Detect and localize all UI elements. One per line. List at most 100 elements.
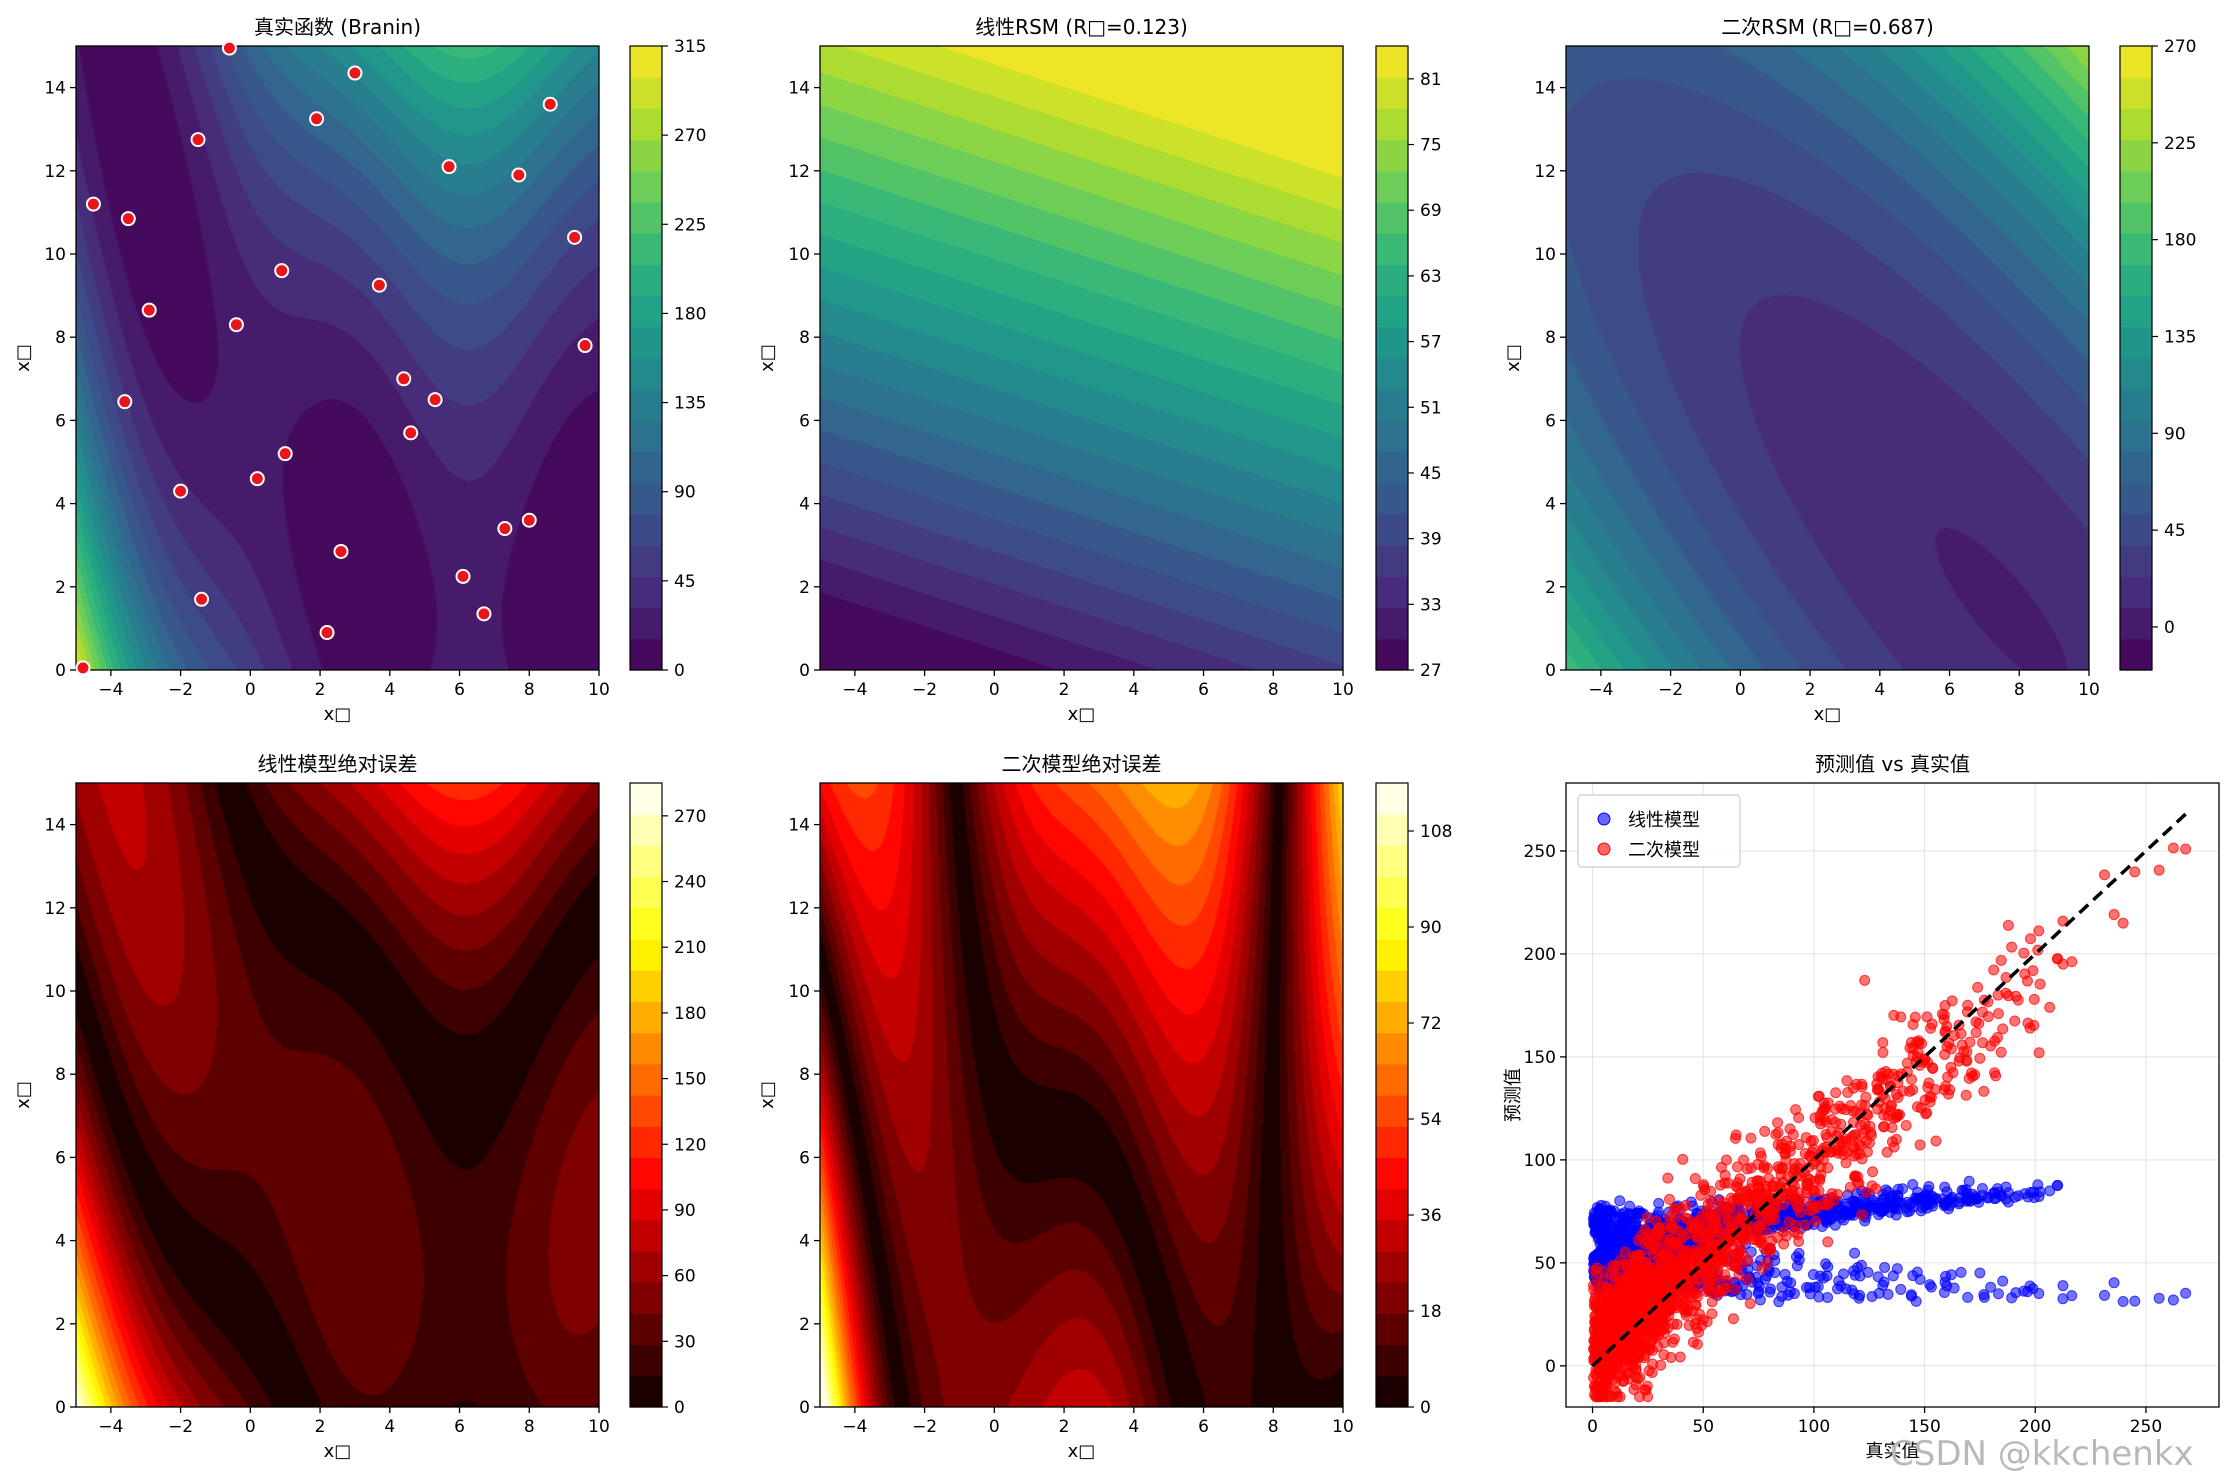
linear-model-point bbox=[1865, 1199, 1877, 1211]
quadratic-model-point bbox=[1881, 1146, 1893, 1158]
quadratic-model-point bbox=[1603, 1308, 1615, 1320]
linear-model-point bbox=[1849, 1247, 1861, 1259]
quadratic-model-point bbox=[1727, 1313, 1739, 1325]
quadratic-model-point bbox=[2018, 947, 2030, 959]
colorbar-tick-label: 270 bbox=[2164, 37, 2196, 57]
y-tick-label: 12 bbox=[44, 162, 66, 182]
linear-model-point bbox=[2057, 1293, 2069, 1305]
x-tick-label: 0 bbox=[245, 680, 256, 700]
chart-title: 线性模型绝对误差 bbox=[258, 752, 418, 776]
quadratic-model-point bbox=[1745, 1162, 1757, 1174]
colorbar-level bbox=[2120, 202, 2152, 234]
y-tick-label: 0 bbox=[799, 661, 810, 681]
linear-model-point bbox=[2000, 1181, 2012, 1193]
plot-frame bbox=[1565, 45, 2090, 671]
x-tick-label: −2 bbox=[168, 680, 193, 700]
linear-model-point bbox=[1960, 1184, 1972, 1196]
quadratic-model-point bbox=[1819, 1114, 1831, 1126]
quadratic-model-point bbox=[1786, 1189, 1798, 1201]
colorbar-frame bbox=[1375, 45, 1409, 671]
y-tick-label: 100 bbox=[1524, 1151, 1556, 1171]
quadratic-model-point bbox=[1644, 1296, 1656, 1308]
quadratic-model-point bbox=[1997, 1023, 2009, 1035]
quadratic-model-point bbox=[1995, 1046, 2007, 1058]
colorbar-level bbox=[630, 202, 662, 234]
quadratic-model-point bbox=[1794, 1207, 1806, 1219]
x-tick-label: 8 bbox=[524, 680, 535, 700]
quadratic-model-point bbox=[1770, 1128, 1782, 1140]
quadratic-model-point bbox=[1630, 1307, 1642, 1319]
colorbar-level bbox=[1376, 845, 1408, 878]
colorbar-tick-label: 90 bbox=[1420, 918, 1442, 938]
quadratic-model-point bbox=[1886, 1136, 1898, 1148]
quadratic-model-point bbox=[1865, 1126, 1877, 1138]
quadratic-model-point bbox=[2012, 994, 2024, 1006]
quadratic-model-point bbox=[1830, 1087, 1842, 1099]
colorbar-level bbox=[630, 482, 662, 515]
quadratic-model-point bbox=[1921, 1107, 1933, 1119]
quadratic-model-point bbox=[1705, 1185, 1717, 1197]
sample-point bbox=[396, 371, 412, 387]
colorbar-level bbox=[630, 1095, 662, 1127]
y-tick-label: 2 bbox=[55, 578, 66, 598]
quadratic-model-point bbox=[1978, 1085, 1990, 1097]
colorbar-level bbox=[1376, 420, 1408, 453]
y-tick-label: 50 bbox=[1534, 1254, 1556, 1274]
quadratic-model-point bbox=[1601, 1391, 1613, 1403]
quadratic-model-point bbox=[1750, 1230, 1762, 1242]
linear-model-point bbox=[1974, 1267, 1986, 1279]
quadratic-model-point bbox=[1630, 1379, 1642, 1391]
colorbar-level bbox=[2120, 139, 2152, 172]
colorbar-level bbox=[630, 1032, 662, 1065]
linear-model-point bbox=[1978, 1291, 1990, 1303]
colorbar-level bbox=[630, 233, 662, 265]
linear-model-point bbox=[2044, 1185, 2056, 1197]
colorbar-tick-label: 39 bbox=[1420, 530, 1442, 550]
quadratic-model-point bbox=[1715, 1285, 1727, 1297]
quadratic-model-point bbox=[1658, 1337, 1670, 1349]
watermark: CSDN @kkchenkx bbox=[1890, 1434, 2194, 1474]
colorbar-level bbox=[1376, 1126, 1408, 1158]
x-axis-label: x□ bbox=[324, 704, 352, 725]
linear-model-point bbox=[1948, 1282, 1960, 1294]
colorbar-level bbox=[1376, 264, 1408, 297]
colorbar-tick-label: 69 bbox=[1420, 201, 1442, 221]
x-tick-label: 10 bbox=[1332, 680, 1354, 700]
sample-point bbox=[277, 446, 293, 462]
contour-fill bbox=[76, 783, 599, 1407]
quadratic-model-point bbox=[1670, 1212, 1682, 1224]
colorbar-level bbox=[2120, 482, 2152, 515]
colorbar-level bbox=[1376, 576, 1408, 609]
y-tick-label: 150 bbox=[1524, 1048, 1556, 1068]
quadratic-model-point bbox=[1643, 1339, 1655, 1351]
quadratic-model-point bbox=[1746, 1191, 1758, 1203]
linear-model-point bbox=[1911, 1186, 1923, 1198]
linear-model-point bbox=[1812, 1281, 1824, 1293]
colorbar-level bbox=[1376, 783, 1408, 815]
y-tick-label: 12 bbox=[44, 899, 66, 919]
colorbar-tick-label: 210 bbox=[674, 938, 706, 958]
contour-fill bbox=[820, 783, 1343, 1407]
colorbar-tick-label: 90 bbox=[674, 483, 696, 503]
colorbar-tick-label: 180 bbox=[674, 304, 706, 324]
linear-model-point bbox=[1940, 1270, 1952, 1282]
quadratic-model-point bbox=[1973, 1017, 1985, 1029]
x-tick-label: −2 bbox=[168, 1417, 193, 1437]
linear-model-point bbox=[2167, 1294, 2179, 1306]
colorbar-level bbox=[1376, 607, 1408, 640]
quadratic-model-point bbox=[2098, 869, 2110, 881]
quadratic-model-point bbox=[1778, 1238, 1790, 1250]
colorbar: 0 45 90 135 180 225 270 315 bbox=[629, 37, 706, 681]
sample-point bbox=[455, 568, 471, 584]
y-tick-label: 10 bbox=[44, 982, 66, 1002]
linear-model-point bbox=[2022, 1191, 2034, 1203]
quadratic-model-point bbox=[1689, 1173, 1701, 1185]
quadratic-model-point bbox=[1657, 1316, 1669, 1328]
legend-marker bbox=[1597, 842, 1611, 856]
colorbar-tick-label: 180 bbox=[2164, 231, 2196, 251]
quadratic-model-point bbox=[1826, 1188, 1838, 1200]
colorbar-level bbox=[630, 607, 662, 640]
y-tick-label: 0 bbox=[55, 1398, 66, 1418]
contour-canvas bbox=[76, 46, 599, 670]
colorbar-tick-label: 108 bbox=[1420, 822, 1452, 842]
